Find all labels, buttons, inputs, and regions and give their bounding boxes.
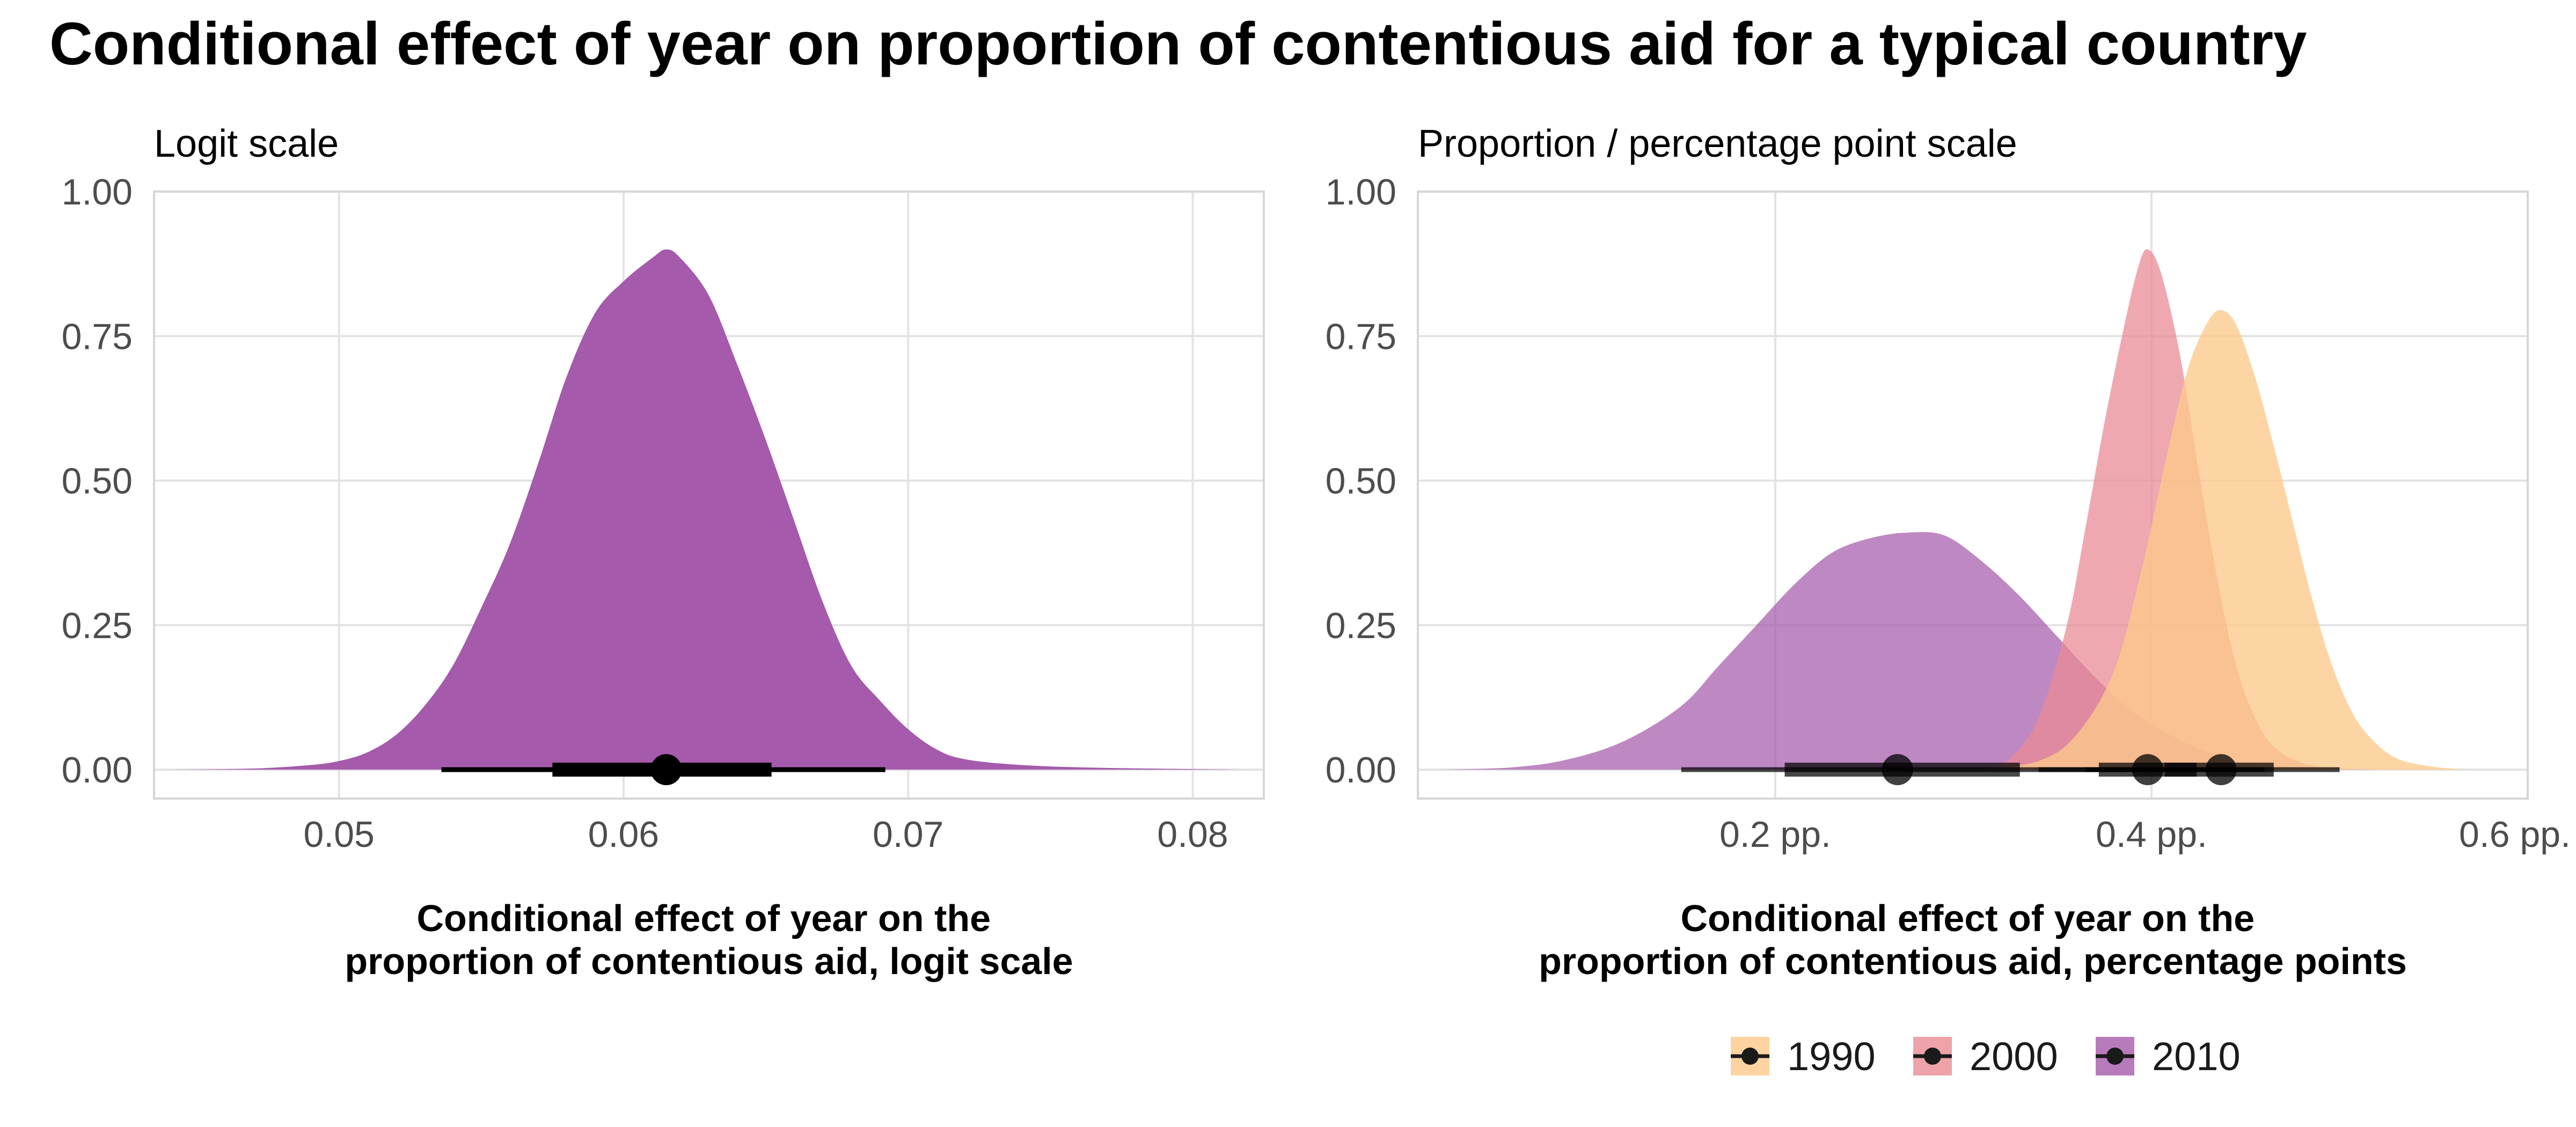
proportion-density-1990 (1982, 310, 2471, 770)
logit-x-tick-label-0: 0.05 (303, 814, 374, 855)
proportion-y-tick-label-3: 0.75 (1326, 316, 1396, 357)
legend-swatch-point-2010 (2106, 1048, 2124, 1065)
panel-logit-subtitle: Logit scale (154, 122, 339, 165)
panel-proportion-xlabel-line-1: Conditional effect of year on the (1681, 897, 2255, 939)
page-title: Conditional effect of year on proportion… (49, 10, 2307, 77)
panel-logit-xlabel-line-1: Conditional effect of year on the (417, 897, 991, 939)
logit-median-point-logit (650, 754, 682, 786)
panel-logit: Logit scale 0.000.250.500.751.00 0.05 0.0… (62, 122, 1265, 982)
panel-proportion: Proportion / percentage point scale 0.00… (1326, 122, 2571, 982)
legend-item-2010: 2010 (2096, 1034, 2241, 1079)
panel-logit-xlabel: Conditional effect of year on the propor… (345, 897, 1073, 982)
logit-x-tick-label-1: 0.06 (588, 814, 659, 855)
logit-y-tick-label-0: 0.00 (62, 750, 133, 791)
proportion-x-tick-label-2: 0.6 pp. (2459, 814, 2571, 855)
logit-x-tick-label-3: 0.08 (1157, 814, 1228, 855)
proportion-x-tick-label-0: 0.2 pp. (1719, 814, 1831, 855)
legend: 1990 2000 2010 (1731, 1034, 2241, 1079)
panel-proportion-subtitle: Proportion / percentage point scale (1418, 122, 2017, 165)
panel-proportion-y-ticks: 0.00 0.25 0.50 0.75 1.00 (1326, 172, 1396, 791)
panel-proportion-xlabel-line-2: proportion of contentious aid, percentag… (1539, 940, 2407, 982)
panel-logit-y-ticks: 0.00 0.25 0.50 0.75 1.00 (62, 172, 133, 791)
panel-proportion-x-ticks: 0.2 pp. 0.4 pp. 0.6 pp. (1719, 814, 2571, 855)
proportion-y-tick-label-1: 0.25 (1326, 605, 1396, 646)
panel-proportion-frame (1417, 191, 2529, 800)
logit-y-tick-label-2: 0.50 (62, 461, 133, 502)
legend-swatch-point-1990 (1741, 1048, 1759, 1065)
panel-proportion-xlabel: Conditional effect of year on the propor… (1539, 897, 2407, 982)
legend-label-2010: 2010 (2152, 1034, 2241, 1079)
proportion-x-tick-label-1: 0.4 pp. (2096, 814, 2207, 855)
legend-swatch-point-2000 (1924, 1048, 1941, 1065)
proportion-y-tick-label-2: 0.50 (1326, 461, 1396, 502)
logit-density-logit (168, 249, 1250, 770)
panel-proportion-intervals (1681, 754, 2340, 786)
legend-item-1990: 1990 (1731, 1034, 1876, 1079)
panel-logit-frame (153, 191, 1265, 800)
logit-y-tick-label-1: 0.25 (62, 605, 133, 646)
proportion-median-point-2010 (1882, 754, 1913, 786)
panel-logit-xlabel-line-2: proportion of contentious aid, logit sca… (345, 940, 1073, 982)
panel-logit-densities (168, 249, 1250, 770)
panel-proportion-densities (1437, 249, 2471, 770)
legend-label-2000: 2000 (1970, 1034, 2058, 1079)
proportion-median-point-2000 (2132, 754, 2163, 786)
panel-logit-intervals (441, 754, 885, 786)
legend-label-1990: 1990 (1787, 1034, 1876, 1079)
panel-logit-x-ticks: 0.05 0.06 0.07 0.08 (303, 814, 1228, 855)
proportion-density-2010 (1437, 532, 2377, 770)
logit-y-tick-label-4: 1.00 (62, 172, 133, 213)
logit-y-tick-label-3: 0.75 (62, 316, 133, 357)
logit-x-tick-label-2: 0.07 (873, 814, 943, 855)
legend-item-2000: 2000 (1913, 1034, 2058, 1079)
proportion-y-tick-label-4: 1.00 (1326, 172, 1396, 213)
proportion-y-tick-label-0: 0.00 (1326, 750, 1396, 791)
